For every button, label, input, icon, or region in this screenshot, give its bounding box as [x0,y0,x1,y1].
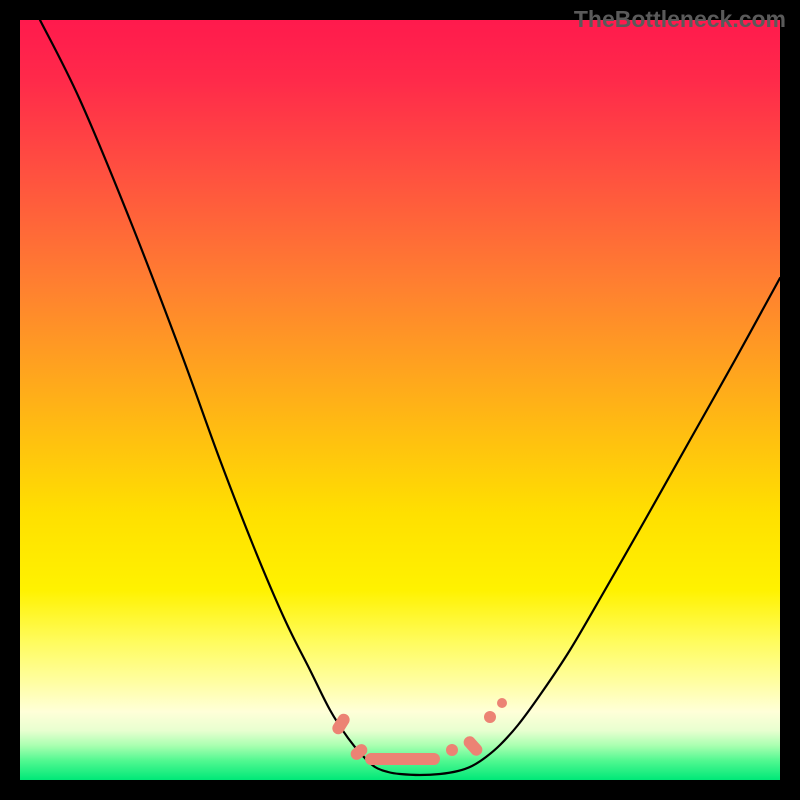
watermark-text: TheBottleneck.com [574,6,786,33]
curve-highlight-segment [365,753,440,765]
curve-highlight-segment [461,734,485,758]
curve-highlight-dot [446,744,458,756]
chart-overlay-svg [0,0,800,800]
bottleneck-curve [40,20,780,775]
chart-canvas: TheBottleneck.com [0,0,800,800]
curve-highlight-dot [497,698,507,708]
curve-highlight-dot [484,711,496,723]
